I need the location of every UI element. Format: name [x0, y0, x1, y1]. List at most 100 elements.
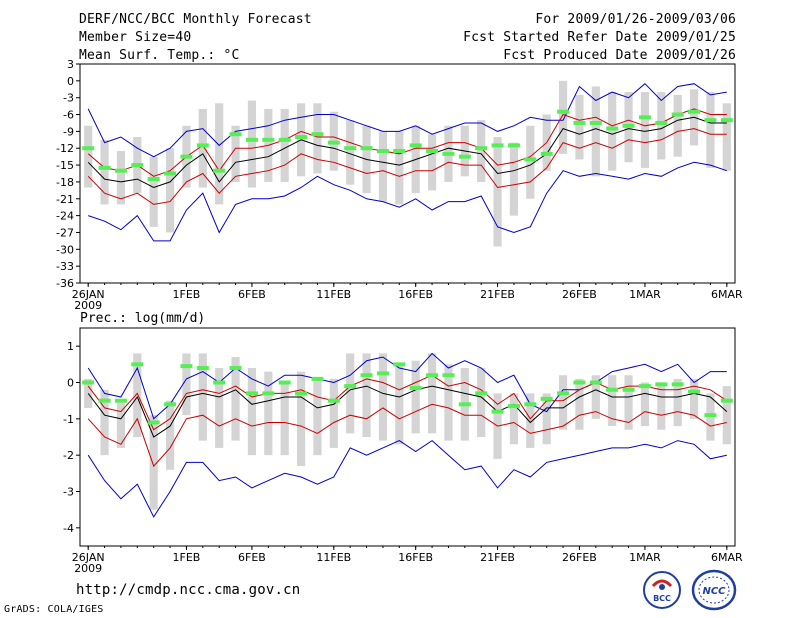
ensemble-box — [346, 120, 355, 185]
x-tick-label: 6FEB — [238, 288, 266, 301]
x-tick-label: 26FEB — [562, 551, 597, 564]
x-tick-label: 16FEB — [398, 551, 433, 564]
y-tick-label: -6 — [63, 109, 74, 122]
ensemble-box — [378, 353, 388, 441]
ensemble-box — [657, 92, 666, 160]
precip-panel-title: Prec.: log(mm/d) — [80, 311, 205, 326]
y-tick-label: -36 — [56, 277, 74, 290]
ensemble-box — [198, 353, 207, 441]
ensemble-box — [493, 137, 502, 247]
ensemble-box — [542, 393, 551, 445]
ensemble-box — [608, 375, 617, 427]
forecast-start-date: Fcst Started Refer Date 2009/01/25 — [463, 30, 736, 45]
ensemble-box — [722, 103, 731, 171]
ensemble-box — [182, 353, 191, 416]
x-tick-label: 26JAN — [72, 551, 105, 564]
ensemble-box — [706, 92, 715, 168]
ensemble-box — [608, 92, 617, 171]
grads-credit: GrADS: COLA/IGES — [4, 604, 104, 615]
bcc-logo: BCC — [643, 571, 681, 609]
y-tick-label: 1 — [67, 340, 74, 353]
ensemble-box — [231, 357, 240, 441]
ncc-logo-text: NCC — [702, 586, 726, 597]
ensemble-box — [362, 353, 371, 437]
ensemble-box — [165, 148, 175, 233]
y-tick-label: 0 — [67, 75, 74, 88]
ensemble-box — [100, 139, 109, 205]
source-url[interactable]: http://cmdp.ncc.cma.gov.cn — [76, 582, 301, 598]
ensemble-box — [411, 360, 420, 434]
ensemble-box — [313, 378, 322, 456]
ensemble-box — [444, 364, 453, 441]
member-size: Member Size=40 — [79, 30, 192, 45]
y-tick-label: -4 — [63, 522, 74, 535]
series-line-max — [87, 83, 727, 158]
ensemble-box — [313, 103, 322, 174]
ensemble-box — [198, 108, 207, 188]
x-tick-label: 1FEB — [173, 288, 201, 301]
ensemble-box — [395, 364, 404, 445]
ensemble-box — [526, 125, 535, 199]
forecast-produced-date: Fcst Produced Date 2009/01/26 — [503, 48, 736, 63]
ensemble-box — [149, 415, 158, 510]
ensemble-box — [427, 353, 437, 434]
ensemble-box — [346, 353, 355, 434]
ensemble-box — [280, 108, 289, 182]
ncc-logo-inner-ring — [698, 576, 730, 604]
forecast-period: For 2009/01/26-2009/03/06 — [535, 12, 736, 27]
ensemble-box — [689, 378, 699, 419]
x-tick-label: 26JAN — [72, 288, 105, 301]
ensemble-box — [378, 131, 388, 202]
ensemble-box — [329, 378, 338, 448]
ensemble-box — [247, 367, 257, 456]
ensemble-box — [215, 367, 224, 448]
ensemble-box — [280, 382, 289, 456]
x-tick-label: 26FEB — [562, 288, 597, 301]
x-tick-label: 16FEB — [398, 288, 433, 301]
ensemble-box — [247, 100, 257, 188]
y-tick-label: -1 — [63, 413, 74, 426]
ensemble-box — [509, 393, 519, 445]
ensemble-box — [673, 94, 682, 157]
x-tick-label: 6FEB — [238, 551, 266, 564]
ensemble-box — [215, 103, 224, 205]
plot-frame — [79, 63, 736, 284]
x-tick-label: 11FEB — [316, 551, 351, 564]
bcc-logo-dot — [659, 584, 665, 590]
ensemble-box — [657, 382, 666, 430]
x-tick-label: 11FEB — [316, 288, 351, 301]
chart-panel-2: 1 0 -1 -2 -3 -4 26JAN 1FEB 6FEB 11FEB 16FEB 21FEB 26… — [63, 327, 743, 575]
ensemble-box — [427, 134, 437, 191]
x-year-label: 2009 — [74, 299, 102, 312]
ensemble-box — [84, 125, 93, 188]
ensemble-box — [640, 92, 650, 168]
x-year-label: 2009 — [74, 562, 102, 575]
ensemble-box — [640, 382, 650, 427]
y-tick-label: -12 — [56, 142, 74, 155]
ensemble-box — [477, 367, 486, 437]
y-tick-label: -33 — [56, 260, 74, 273]
series-line-upper — [87, 108, 727, 177]
y-tick-label: -27 — [56, 226, 74, 239]
ensemble-box — [296, 371, 306, 467]
y-tick-label: -15 — [56, 159, 74, 172]
ensemble-box — [116, 151, 126, 205]
ensemble-box — [264, 371, 273, 456]
ensemble-box — [133, 353, 142, 437]
chart-panel-1: 3 0 -3 -6 -9 -12 -15 -18 -21 -24 -27 -30 -33 -3626JAN… — [56, 58, 743, 312]
series-line-upper — [87, 374, 728, 431]
bcc-logo-arc — [651, 579, 673, 588]
ensemble-box — [165, 400, 175, 470]
series-line-lower — [87, 403, 727, 468]
ensemble-box — [477, 120, 486, 182]
series-line-mean — [87, 385, 728, 438]
x-tick-label: 1FEB — [173, 551, 201, 564]
series-line-mean — [87, 116, 727, 189]
plot-frame — [79, 327, 736, 547]
ensemble-box — [395, 131, 404, 205]
ensemble-box — [673, 378, 682, 427]
ensemble-box — [84, 378, 93, 408]
bcc-logo-text: BCC — [653, 594, 671, 603]
y-tick-label: -21 — [56, 193, 74, 206]
x-tick-label: 6MAR — [711, 551, 743, 564]
